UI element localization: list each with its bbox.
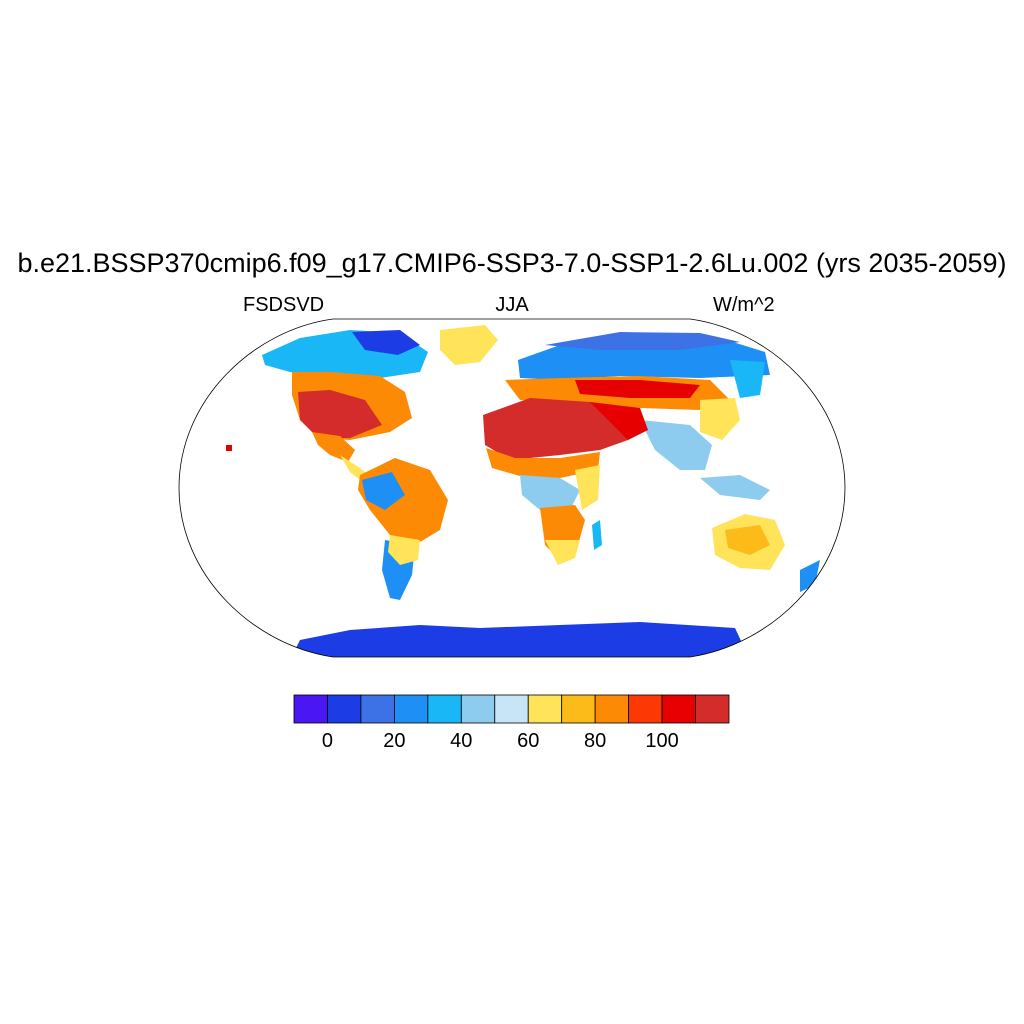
colorbar-box — [527, 694, 563, 724]
central-asia-band — [575, 380, 700, 398]
indonesia — [700, 475, 770, 500]
colorbar-box — [594, 694, 630, 724]
colorbar-box — [360, 694, 395, 724]
south-america-mid — [388, 535, 420, 565]
units-label: W/m^2 — [713, 294, 775, 316]
colorbar-tick-label: 100 — [645, 730, 679, 752]
variable-label: FSDSVD — [243, 294, 325, 316]
sahara-arabia — [483, 398, 630, 460]
south-africa-tip — [545, 540, 580, 565]
colorbar-tick-label: 80 — [584, 730, 607, 752]
colorbar-tick-label: 60 — [517, 730, 540, 752]
colorbar-box — [695, 694, 730, 724]
map-boundary — [178, 318, 846, 658]
india-southeast-asia — [640, 420, 712, 470]
greenland — [440, 325, 498, 365]
eurasia-arctic — [545, 332, 740, 350]
east-asia-coast — [730, 360, 765, 398]
sahel — [486, 448, 600, 478]
canada-arctic — [352, 330, 420, 355]
colorbar-box — [494, 694, 529, 724]
colorbar-box — [460, 694, 496, 724]
amazon — [362, 472, 405, 510]
china-east — [700, 398, 740, 440]
colorbar-box — [427, 694, 462, 724]
colorbar-box — [628, 694, 663, 724]
equatorial-africa — [520, 475, 580, 510]
east-africa — [575, 465, 600, 510]
middle-east-iran — [590, 402, 648, 440]
australia-interior — [725, 525, 770, 555]
land-field — [226, 325, 820, 657]
plot-title: b.e21.BSSP370cmip6.f09_g17.CMIP6-SSP3-7.… — [17, 248, 1007, 278]
antarctica — [290, 622, 750, 657]
hawaii — [226, 445, 232, 451]
colorbar-box — [393, 694, 429, 724]
colorbar — [293, 694, 730, 724]
north-america-west — [298, 390, 382, 438]
mexico — [312, 432, 355, 462]
colorbar-box — [327, 694, 362, 724]
colorbar-tick-label: 20 — [383, 730, 406, 752]
colorbar-box — [661, 694, 696, 724]
colorbar-tick-label: 40 — [450, 730, 473, 752]
colorbar-tick-label: 0 — [321, 730, 334, 752]
colorbar-box — [561, 694, 596, 724]
madagascar — [592, 520, 602, 550]
season-label: JJA — [495, 294, 529, 316]
colorbar-box — [293, 694, 328, 724]
